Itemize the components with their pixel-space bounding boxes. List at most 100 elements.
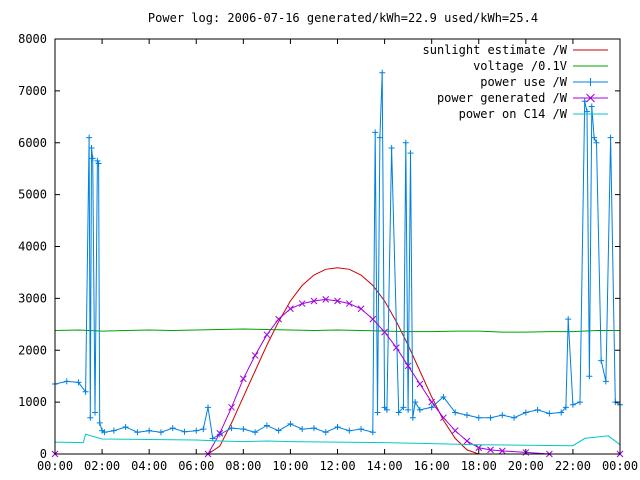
x-tick-label: 00:00: [602, 459, 638, 473]
series-4: [54, 433, 621, 447]
data-point: [94, 157, 101, 164]
chart-title: Power log: 2006-07-16 generated/kWh=22.9…: [148, 11, 538, 25]
data-point: [252, 429, 259, 436]
data-point: [87, 414, 94, 421]
data-point: [334, 424, 341, 431]
data-point: [607, 134, 614, 141]
data-point: [63, 378, 70, 385]
data-point: [546, 410, 553, 417]
data-point: [251, 352, 259, 359]
data-point: [240, 426, 247, 433]
data-point: [310, 425, 317, 432]
data-point: [402, 139, 409, 146]
data-point: [602, 378, 609, 385]
legend-marker: [586, 78, 595, 86]
data-point: [400, 404, 407, 411]
data-point: [405, 406, 412, 413]
data-point: [586, 373, 593, 380]
data-point: [181, 428, 188, 435]
data-point: [404, 362, 412, 370]
data-point: [374, 409, 381, 416]
data-point: [407, 150, 414, 157]
x-tick-label: 16:00: [414, 459, 450, 473]
data-point: [75, 379, 82, 386]
data-point: [381, 328, 388, 336]
data-point: [82, 388, 89, 395]
legend-marker: [586, 93, 595, 103]
data-point: [345, 300, 353, 307]
data-point: [379, 69, 386, 76]
legend: sunlight estimate /W voltage /0.1V power u…: [423, 43, 608, 121]
data-point: [440, 414, 447, 422]
series-layer: [51, 69, 624, 458]
legend-label: power use /W: [480, 75, 567, 89]
data-point: [395, 409, 402, 416]
data-point: [487, 446, 494, 454]
data-point: [393, 344, 400, 352]
data-point: [88, 144, 95, 151]
data-point: [205, 404, 212, 411]
data-point: [228, 403, 235, 411]
data-point: [372, 129, 379, 136]
data-point: [101, 429, 108, 436]
x-tick-label: 04:00: [131, 459, 167, 473]
data-point: [96, 419, 103, 426]
data-point: [428, 404, 435, 411]
series-line: [54, 433, 621, 447]
y-tick-label: 8000: [18, 32, 47, 46]
data-point: [358, 426, 365, 433]
data-point: [134, 429, 141, 436]
data-point: [463, 412, 470, 419]
data-point: [200, 426, 207, 433]
data-point: [110, 427, 117, 434]
data-point: [416, 406, 423, 413]
series-1: [54, 328, 620, 333]
data-point: [522, 409, 529, 416]
data-point: [228, 425, 235, 432]
data-point: [216, 429, 224, 437]
y-tick-label: 5000: [18, 188, 47, 202]
data-point: [86, 134, 93, 141]
series-2: [52, 69, 623, 442]
data-point: [239, 375, 247, 383]
data-point: [263, 331, 271, 339]
series-line: [55, 298, 620, 455]
data-point: [287, 305, 294, 313]
data-point: [412, 399, 419, 406]
data-point: [383, 406, 390, 413]
data-point: [122, 424, 129, 431]
data-point: [487, 414, 494, 421]
data-point: [558, 409, 565, 416]
data-point: [588, 103, 595, 110]
data-point: [169, 425, 176, 432]
data-point: [263, 422, 270, 429]
data-point: [591, 134, 598, 141]
data-point: [299, 426, 306, 433]
series-line: [54, 72, 621, 440]
data-point: [534, 406, 541, 413]
data-point: [576, 399, 583, 406]
y-tick-label: 6000: [18, 136, 47, 150]
x-tick-label: 20:00: [508, 459, 544, 473]
data-point: [498, 447, 506, 455]
y-tick-label: 1000: [18, 395, 47, 409]
data-point: [593, 139, 600, 146]
data-point: [565, 316, 572, 323]
data-point: [562, 404, 569, 411]
legend-label: power on C14 /W: [459, 107, 568, 121]
x-tick-label: 10:00: [272, 459, 308, 473]
series-3: [51, 296, 624, 458]
data-point: [287, 420, 294, 427]
x-tick-label: 02:00: [84, 459, 120, 473]
data-point: [451, 427, 459, 435]
data-point: [376, 134, 383, 141]
data-point: [357, 305, 365, 313]
data-point: [275, 427, 282, 434]
legend-label: power generated /W: [437, 91, 568, 105]
data-point: [475, 414, 482, 421]
data-point: [428, 398, 436, 406]
x-tick-label: 08:00: [225, 459, 261, 473]
data-point: [409, 414, 416, 421]
data-point: [92, 409, 99, 416]
